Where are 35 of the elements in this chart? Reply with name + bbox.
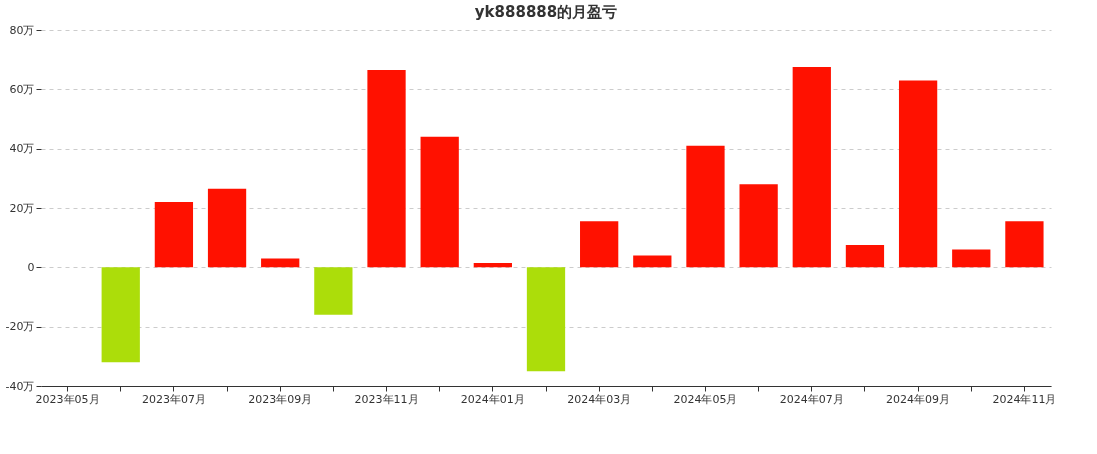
x-tick-label: 2023年05月 [35, 392, 100, 406]
bar [314, 267, 353, 315]
y-tick-label: -40万 [5, 379, 35, 393]
bar [420, 136, 459, 268]
x-tick-label: 2023年09月 [248, 392, 313, 406]
x-tick-label: 2024年03月 [567, 392, 632, 406]
y-tick-label: 60万 [9, 82, 35, 96]
x-tick-label: 2023年07月 [141, 392, 206, 406]
bar [633, 255, 672, 268]
bar [898, 80, 938, 268]
bar [101, 267, 140, 363]
bar [845, 245, 885, 268]
x-tick-label: 2024年05月 [673, 392, 738, 406]
x-tick-label: 2024年01月 [460, 392, 525, 406]
y-tick-label: -20万 [5, 320, 35, 334]
chart-title: yk888888的月盈亏 [474, 3, 618, 21]
bar [952, 249, 991, 268]
bar [739, 184, 778, 268]
bar [686, 145, 725, 268]
y-tick-label: 80万 [9, 23, 35, 37]
x-tick-label: 2024年07月 [779, 392, 844, 406]
bar [261, 258, 300, 268]
x-tick-label: 2023年11月 [354, 392, 419, 406]
bar [580, 221, 619, 268]
x-tick-label: 2024年11月 [992, 392, 1057, 406]
bar [207, 188, 247, 268]
y-tick-label: 40万 [9, 142, 35, 156]
bar [526, 267, 566, 372]
x-tick-label: 2024年09月 [886, 392, 951, 406]
bar [1005, 221, 1044, 268]
y-tick-label: 0 [27, 260, 35, 274]
y-tick-label: 20万 [9, 201, 35, 215]
bar [792, 67, 831, 268]
bar [154, 202, 194, 268]
bar [367, 70, 406, 268]
